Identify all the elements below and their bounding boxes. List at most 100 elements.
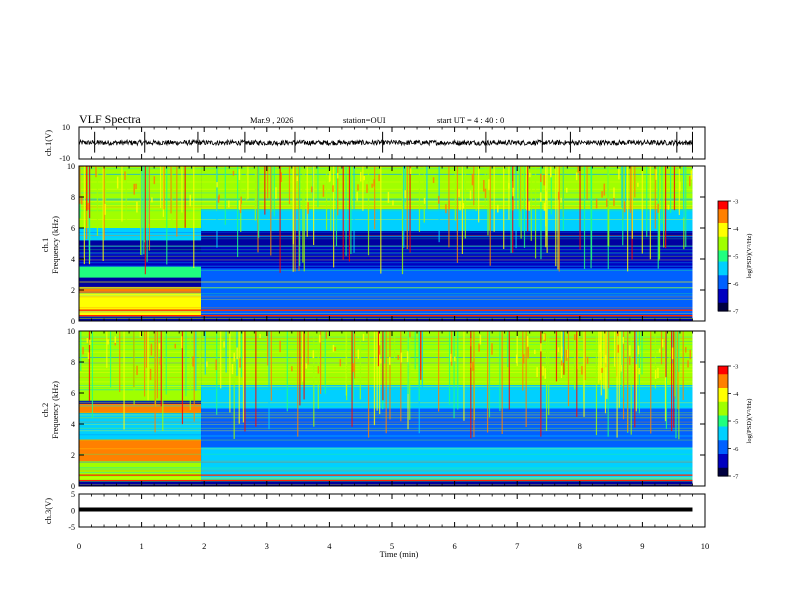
ch1-spectrogram-speckle bbox=[512, 180, 514, 193]
ch2-colorbar-swatch bbox=[718, 448, 728, 452]
ch2-spectrogram-speckle bbox=[233, 352, 235, 362]
ch1-spectrogram-band-before bbox=[79, 293, 202, 317]
ch1-spectrogram-speckle bbox=[657, 203, 659, 213]
ch2-spectrogram-speckle bbox=[470, 338, 472, 347]
ch2-spectrogram-speckle bbox=[239, 358, 241, 368]
ch3-waveform-ylabel: ch.3(V) bbox=[43, 498, 53, 524]
ch1-colorbar-swatch bbox=[718, 236, 728, 241]
ch1-colorbar-swatch bbox=[718, 223, 728, 227]
ch1-colorbar-swatch bbox=[718, 258, 728, 263]
ch2-spectrogram-speckle bbox=[352, 363, 354, 372]
ch2-colorbar-swatch bbox=[718, 473, 728, 477]
station-label: station=OUI bbox=[343, 115, 386, 125]
ch2-spectrogram-speckle bbox=[223, 341, 225, 348]
ch2-colorbar-swatch bbox=[718, 459, 728, 463]
ch1-spectrogram-band-before bbox=[79, 286, 202, 294]
ch1-colorbar-swatch bbox=[718, 264, 728, 268]
ch1-spectrogram-speckle bbox=[618, 168, 620, 180]
ch2-spectrogram-speckle bbox=[192, 356, 194, 367]
ch1-spectrogram-speckle bbox=[387, 191, 390, 203]
ch1-colorbar-swatch bbox=[718, 245, 728, 249]
ch2-colorbar-swatch bbox=[718, 467, 728, 472]
ch1-colorbar-swatch bbox=[718, 228, 728, 232]
ch2-spectrogram-band-before bbox=[79, 439, 202, 462]
ch2-spectrogram-speckle bbox=[638, 368, 640, 375]
ch2-colorbar-swatch bbox=[718, 401, 728, 406]
ch1-spectrogram-ytick-label: 10 bbox=[67, 162, 75, 171]
ch1-spectrogram-speckle bbox=[238, 169, 241, 180]
ch2-spectrogram-speckle bbox=[136, 365, 138, 376]
ch1-spectrogram-speckle bbox=[540, 173, 542, 182]
ch1-spectrogram-speckle bbox=[488, 179, 490, 191]
ch2-spectrogram-speckle bbox=[87, 352, 90, 360]
ch1-colorbar-swatch bbox=[718, 291, 728, 296]
ch2-spectrogram-speckle bbox=[215, 359, 217, 371]
ch1-spectrogram-band-after bbox=[201, 268, 693, 290]
ch1-spectrogram-speckle bbox=[613, 197, 615, 206]
ch2-colorbar-swatch bbox=[718, 399, 728, 403]
ch2-spectrogram-speckle bbox=[479, 334, 482, 345]
ch1-spectrogram-speckle bbox=[438, 195, 440, 204]
ch1-spectrogram-speckle bbox=[432, 177, 435, 183]
ch2-colorbar-tick-label: -5 bbox=[733, 419, 738, 426]
date-label: Mar.9 , 2026 bbox=[250, 115, 293, 125]
ch1-spectrogram-speckle bbox=[404, 190, 406, 199]
time-axis-label: Time (min) bbox=[380, 549, 419, 559]
ch1-colorbar-swatch bbox=[718, 302, 728, 307]
time-axis-tick-label: 9 bbox=[640, 541, 644, 551]
ch2-spectrogram-speckle bbox=[206, 361, 208, 368]
ch2-colorbar-swatch bbox=[718, 404, 728, 408]
ch2-spectrogram-speckle bbox=[362, 333, 365, 341]
ch1-spectrogram-speckle bbox=[360, 171, 362, 182]
ch2-spectrogram-speckle bbox=[542, 366, 544, 376]
ch1-spectrogram-speckle bbox=[458, 189, 460, 198]
ch2-colorbar-swatch bbox=[718, 426, 728, 430]
ch2-colorbar-tick-label: -3 bbox=[733, 364, 738, 371]
ch2-spectrogram-speckle bbox=[689, 349, 692, 360]
ch1-spectrogram-speckle bbox=[104, 203, 106, 215]
ch2-spectrogram-speckle bbox=[305, 363, 308, 369]
ch2-colorbar-swatch bbox=[718, 371, 728, 375]
time-axis-tick-label: 4 bbox=[327, 541, 332, 551]
ch1-spectrogram-speckle bbox=[529, 172, 531, 178]
ch1-spectrogram-speckle bbox=[550, 166, 552, 177]
ch2-colorbar-swatch bbox=[718, 390, 728, 395]
ch1-spectrogram-speckle bbox=[540, 192, 542, 202]
ch2-colorbar-swatch bbox=[718, 374, 728, 378]
ch1-spectrogram-speckle bbox=[217, 196, 220, 203]
ch2-spectrogram-speckle bbox=[180, 336, 183, 349]
ch1-spectrogram-speckle bbox=[623, 201, 626, 213]
ch1-spectrogram-speckle bbox=[189, 194, 192, 207]
ch2-spectrogram-speckle bbox=[566, 349, 569, 358]
ch2-colorbar-swatch bbox=[718, 434, 728, 439]
ch1-spectrogram-speckle bbox=[87, 202, 90, 210]
ch1-spectrogram-speckle bbox=[606, 198, 608, 207]
ch2-colorbar-swatch bbox=[718, 451, 728, 455]
ch2-spectrogram-speckle bbox=[637, 345, 640, 355]
ch1-spectrogram-band-before bbox=[79, 228, 202, 241]
ch3-waveform-ytick-label: 0 bbox=[71, 507, 75, 516]
ch1-spectrogram-speckle bbox=[613, 187, 615, 199]
ch2-spectrogram-speckle bbox=[339, 359, 342, 367]
ch1-spectrogram-speckle bbox=[595, 198, 598, 209]
ch2-spectrogram-speckle bbox=[325, 331, 328, 339]
ch1-colorbar-tick-label: -4 bbox=[733, 226, 739, 233]
ch2-spectrogram-speckle bbox=[478, 343, 480, 352]
ch1-spectrogram-speckle bbox=[512, 187, 514, 197]
ch1-spectrogram-speckle bbox=[307, 202, 309, 214]
ch2-spectrogram-ylabel: ch.2 bbox=[40, 403, 50, 417]
ch2-colorbar-swatch bbox=[718, 410, 728, 414]
ch1-spectrogram-speckle bbox=[95, 166, 97, 178]
ch1-spectrogram-speckle bbox=[124, 171, 126, 181]
ch2-spectrogram-speckle bbox=[149, 368, 152, 381]
ch2-colorbar-swatch bbox=[718, 421, 728, 425]
ch2-colorbar-swatch bbox=[718, 437, 728, 441]
ch2-spectrogram-speckle bbox=[86, 338, 89, 343]
ch1-spectrogram-ylabel: ch.1 bbox=[40, 238, 50, 252]
ch1-spectrogram-speckle bbox=[667, 204, 670, 210]
ch2-spectrogram-speckle bbox=[604, 354, 607, 363]
ch2-spectrogram-speckle bbox=[158, 343, 161, 350]
ch1-spectrogram-speckle bbox=[655, 169, 657, 180]
ch1-colorbar-tick-label: -7 bbox=[733, 309, 739, 316]
ch2-spectrogram-ytick-label: 10 bbox=[67, 327, 75, 336]
